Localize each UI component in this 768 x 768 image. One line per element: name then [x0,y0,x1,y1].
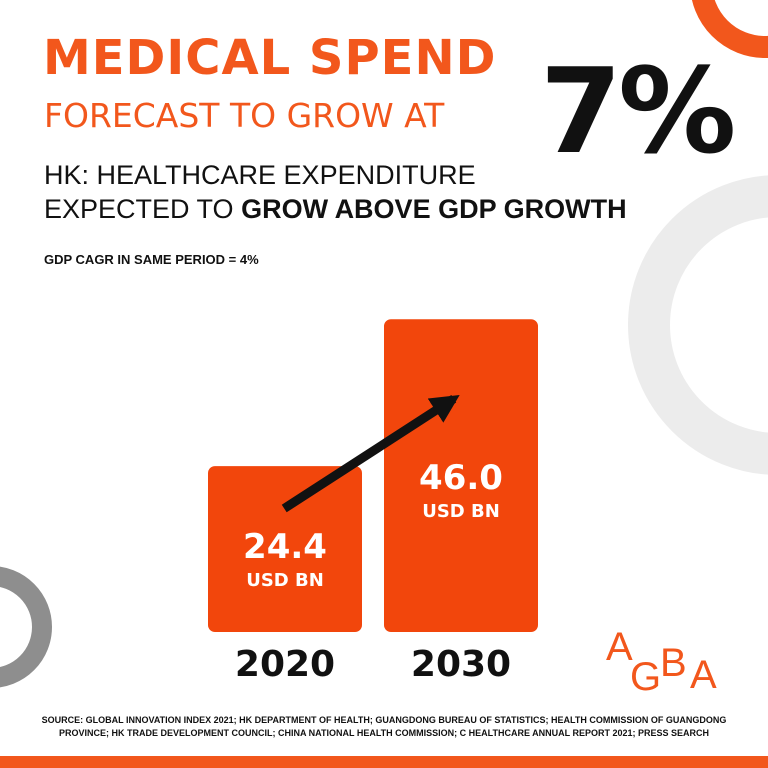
subheading-line-1: HK: HEALTHCARE EXPENDITURE [44,160,476,190]
logo-letter-a1: A [606,625,633,669]
trend-arrow [281,394,460,513]
bar-unit-label-2030: USD BN [422,501,500,522]
bottom-accent-bar [0,756,768,768]
subheading-line-2: EXPECTED TO GROW ABOVE GDP GROWTH [44,194,627,225]
subheading-prefix: EXPECTED TO [44,194,234,224]
category-label-2030: 2030 [411,644,511,685]
bar-unit-label-2020: USD BN [246,570,324,591]
logo-letter-g: G [630,655,661,699]
gdp-cagr-note: GDP CAGR IN SAME PERIOD = 4% [44,252,259,267]
logo-letter-b: B [660,641,687,685]
growth-rate-stat: 7% [540,42,736,180]
bar-value-label-2030: 46.0 [419,458,503,498]
headline-title: MEDICAL SPEND [43,30,497,86]
subheading-emphasis: GROW ABOVE GDP GROWTH [241,194,627,224]
logo-letter-a2: A [690,653,717,697]
source-footnote: SOURCE: GLOBAL INNOVATION INDEX 2021; HK… [41,715,727,738]
bar-value-label-2020: 24.4 [243,527,327,567]
bar-2020 [208,466,362,632]
bar-2030 [384,319,538,632]
agba-logo: A G B A [606,625,717,699]
category-label-2020: 2020 [235,644,335,685]
headline-subtitle: FORECAST TO GROW AT [44,96,445,135]
